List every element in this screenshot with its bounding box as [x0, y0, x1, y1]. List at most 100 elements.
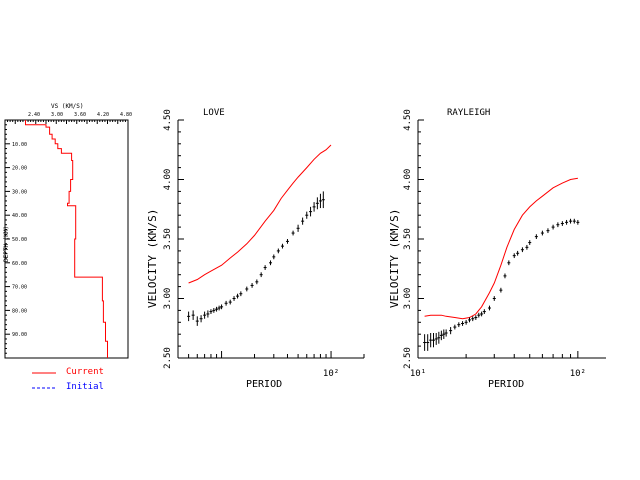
love-data-point	[228, 299, 232, 305]
love-data-point	[272, 254, 276, 260]
model-y-tick-label: 70.00	[12, 285, 27, 291]
rayleigh-data-point	[516, 250, 520, 256]
legend-current-label: Current	[66, 367, 104, 377]
rayleigh-data-point	[565, 219, 569, 225]
model-current-line	[25, 120, 108, 358]
rayleigh-y-tick-label: 4.00	[403, 169, 413, 191]
love-x-label: PERIOD	[246, 379, 282, 390]
rayleigh-data-point	[512, 253, 516, 259]
model-y-tick-label: 50.00	[12, 237, 27, 243]
love-panel: LOVE PERIOD VELOCITY (KM/S) 2.50 3.00 3.50…	[146, 108, 365, 390]
love-data-point	[321, 191, 325, 209]
rayleigh-data-point	[468, 317, 472, 323]
love-y-tick-label: 4.50	[163, 109, 173, 131]
love-data-point	[217, 305, 221, 311]
model-y-tick-label: 60.00	[12, 261, 27, 267]
model-y-tick-label: 90.00	[12, 332, 27, 338]
rayleigh-data-point	[507, 260, 511, 266]
love-data-point	[312, 202, 316, 212]
rayleigh-data-point	[480, 311, 484, 317]
rayleigh-ticks: 2.50 3.00 3.50 4.00 4.50 10¹ 10²	[403, 109, 586, 379]
love-observed-points	[187, 191, 325, 326]
model-y-tick-label: 10.00	[12, 142, 27, 148]
love-data-point	[315, 197, 319, 210]
model-x-tick-label: 4.20	[97, 112, 109, 118]
love-data-point	[301, 217, 305, 225]
rayleigh-data-point	[482, 309, 486, 314]
love-data-point	[263, 265, 267, 270]
love-data-point	[318, 193, 322, 209]
rayleigh-data-point	[487, 305, 491, 311]
love-y-tick-label: 4.00	[163, 169, 173, 191]
rayleigh-data-point	[572, 218, 576, 224]
love-data-point	[187, 311, 191, 322]
model-y-tick-label: 40.00	[12, 213, 27, 219]
rayleigh-data-point	[442, 329, 446, 339]
model-y-tick-label: 20.00	[12, 166, 27, 172]
love-data-point	[309, 206, 313, 217]
rayleigh-data-point	[426, 334, 430, 351]
rayleigh-data-point	[525, 244, 529, 250]
rayleigh-x-tick-label: 10¹	[410, 369, 426, 379]
love-predicted-line	[188, 144, 332, 284]
rayleigh-data-point	[439, 330, 443, 341]
rayleigh-data-point	[431, 333, 435, 348]
rayleigh-data-point	[556, 222, 560, 228]
love-data-point	[215, 306, 219, 312]
rayleigh-data-point	[576, 219, 580, 225]
love-y-label: VELOCITY (KM/S)	[146, 209, 159, 308]
love-data-point	[203, 311, 207, 319]
rayleigh-y-label: VELOCITY (KM/S)	[388, 209, 401, 308]
model-x-tick-label: 4.80	[120, 112, 132, 118]
rayleigh-data-point	[449, 327, 453, 335]
model-y-tick-label: 30.00	[12, 189, 27, 195]
rayleigh-panel: RAYLEIGH PERIOD VELOCITY (KM/S) 2.50 3.00…	[388, 108, 606, 390]
rayleigh-data-point	[444, 329, 448, 337]
rayleigh-data-point	[520, 247, 524, 253]
rayleigh-data-point	[434, 333, 438, 345]
love-data-point	[285, 239, 289, 244]
rayleigh-data-point	[474, 315, 478, 320]
rayleigh-predicted-line	[424, 177, 578, 320]
model-x-tick-label: 3.60	[74, 112, 86, 118]
rayleigh-data-point	[437, 331, 441, 344]
love-y-tick-label: 2.50	[163, 347, 173, 369]
love-y-tick-label: 3.00	[163, 288, 173, 310]
rayleigh-data-point	[461, 321, 465, 326]
rayleigh-data-point	[471, 316, 475, 322]
love-data-point	[236, 293, 240, 299]
love-y-tick-label: 3.50	[163, 228, 173, 250]
rayleigh-data-point	[503, 273, 507, 279]
love-data-point	[191, 310, 195, 320]
rayleigh-data-point	[534, 234, 538, 239]
rayleigh-y-tick-label: 3.50	[403, 228, 413, 250]
rayleigh-y-tick-label: 4.50	[403, 109, 413, 131]
rayleigh-y-tick-label: 3.00	[403, 288, 413, 310]
love-data-point	[220, 304, 224, 310]
legend-initial-label: Initial	[66, 382, 104, 392]
love-data-point	[250, 283, 254, 288]
love-title: LOVE	[203, 108, 225, 118]
love-data-point	[212, 308, 216, 313]
rayleigh-data-point	[453, 324, 457, 330]
rayleigh-title: RAYLEIGH	[447, 108, 490, 118]
rayleigh-data-point	[540, 230, 544, 236]
love-data-point	[280, 243, 284, 249]
love-data-point	[239, 291, 243, 297]
rayleigh-observed-points	[423, 218, 580, 351]
model-x-tick-label: 2.40	[28, 112, 40, 118]
rayleigh-x-label: PERIOD	[488, 379, 524, 390]
love-data-point	[276, 248, 280, 254]
love-data-point	[255, 279, 259, 285]
rayleigh-x-tick-label: 10²	[570, 369, 586, 379]
rayleigh-data-point	[457, 322, 461, 328]
love-data-point	[291, 230, 295, 236]
rayleigh-data-point	[429, 333, 433, 348]
rayleigh-data-point	[560, 221, 564, 226]
model-x-axis-title: VS (KM/S)	[51, 103, 84, 110]
love-x-tick-label: 10²	[323, 369, 339, 379]
love-ticks: 2.50 3.00 3.50 4.00 4.50 10²	[163, 109, 365, 379]
rayleigh-data-point	[528, 240, 532, 245]
model-ticks: 2.40 3.00 3.60 4.20 4.80 10.00 20.00 30.00 40.00…	[4, 112, 132, 354]
